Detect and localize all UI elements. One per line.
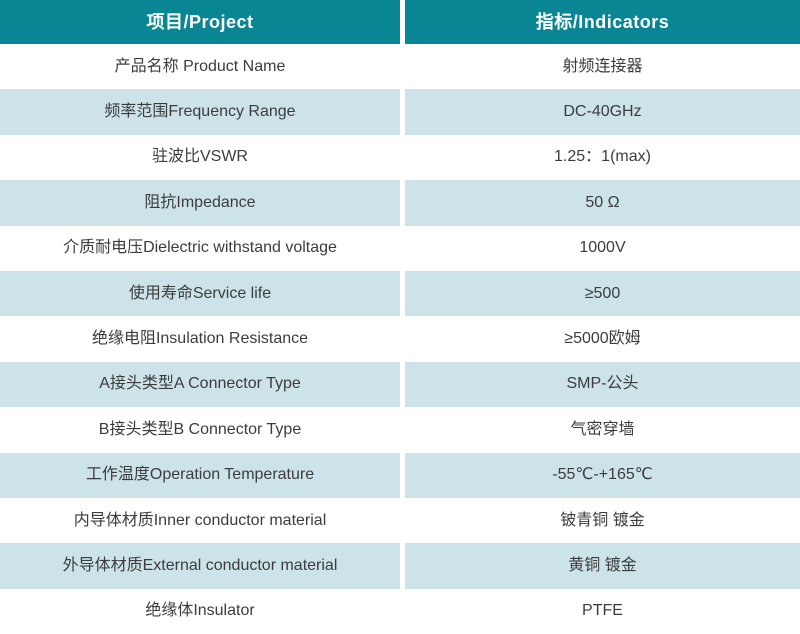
indicator-cell: 射频连接器 <box>405 44 800 90</box>
table-row: 阻抗Impedance 50 Ω <box>0 180 800 226</box>
header-cell-indicators: 指标/Indicators <box>405 0 800 44</box>
indicator-cell: 1.25：1(max) <box>405 134 800 181</box>
project-cell: 内导体材质Inner conductor material <box>0 497 400 544</box>
indicator-cell: PTFE <box>405 588 800 634</box>
indicator-cell: 黄铜 镀金 <box>405 543 800 589</box>
indicator-cell: -55℃-+165℃ <box>405 452 800 498</box>
table-row: A接头类型A Connector Type SMP-公头 <box>0 361 800 408</box>
table-row: 频率范围Frequency Range DC-40GHz <box>0 89 800 135</box>
table-header-row: 项目/Project 指标/Indicators <box>0 0 800 44</box>
project-cell: 驻波比VSWR <box>0 134 400 181</box>
project-cell: 产品名称 Product Name <box>0 44 400 90</box>
indicator-cell: 50 Ω <box>405 180 800 226</box>
table-row: 工作温度Operation Temperature -55℃-+165℃ <box>0 452 800 498</box>
project-cell: A接头类型A Connector Type <box>0 361 400 408</box>
indicator-cell: DC-40GHz <box>405 89 800 135</box>
table-row: 产品名称 Product Name 射频连接器 <box>0 44 800 90</box>
indicator-cell: 1000V <box>405 225 800 271</box>
project-cell: 频率范围Frequency Range <box>0 89 400 135</box>
table-row: 驻波比VSWR 1.25：1(max) <box>0 134 800 181</box>
table-row: 绝缘电阻Insulation Resistance ≥5000欧姆 <box>0 316 800 362</box>
project-cell: 工作温度Operation Temperature <box>0 452 400 498</box>
indicator-cell: SMP-公头 <box>405 361 800 408</box>
project-cell: 绝缘体Insulator <box>0 588 400 634</box>
project-cell: 外导体材质External conductor material <box>0 543 400 589</box>
project-cell: 使用寿命Service life <box>0 270 400 317</box>
indicator-cell: ≥500 <box>405 270 800 317</box>
indicator-cell: 铍青铜 镀金 <box>405 497 800 544</box>
table-row: 使用寿命Service life ≥500 <box>0 270 800 317</box>
table-row: 内导体材质Inner conductor material 铍青铜 镀金 <box>0 497 800 544</box>
table-row: 外导体材质External conductor material 黄铜 镀金 <box>0 543 800 589</box>
table-row: 介质耐电压Dielectric withstand voltage 1000V <box>0 225 800 271</box>
indicator-cell: 气密穿墙 <box>405 407 800 453</box>
header-cell-project: 项目/Project <box>0 0 400 44</box>
project-cell: 绝缘电阻Insulation Resistance <box>0 316 400 362</box>
table-row: B接头类型B Connector Type 气密穿墙 <box>0 407 800 453</box>
project-cell: 介质耐电压Dielectric withstand voltage <box>0 225 400 271</box>
project-cell: B接头类型B Connector Type <box>0 407 400 453</box>
indicator-cell: ≥5000欧姆 <box>405 316 800 362</box>
project-cell: 阻抗Impedance <box>0 180 400 226</box>
table-row: 绝缘体Insulator PTFE <box>0 588 800 634</box>
